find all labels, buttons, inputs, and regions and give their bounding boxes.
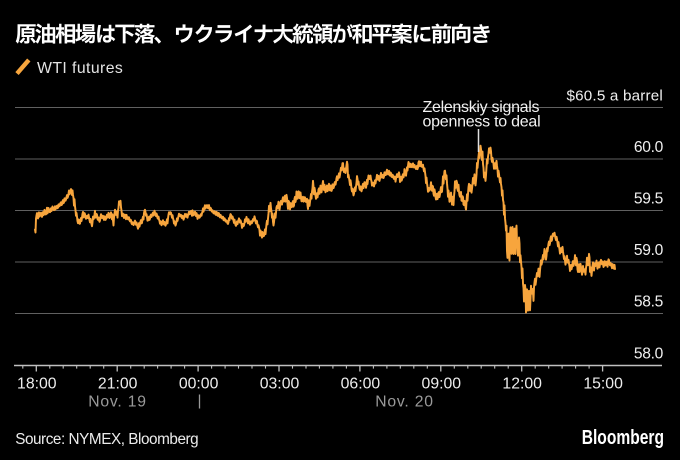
svg-text:03:00: 03:00	[260, 376, 300, 393]
svg-text:59.0: 59.0	[634, 242, 664, 259]
svg-text:60.0: 60.0	[634, 139, 664, 156]
svg-text:18:00: 18:00	[17, 376, 57, 393]
svg-text:WTI futures: WTI futures	[37, 60, 123, 77]
svg-text:58.0: 58.0	[634, 346, 664, 363]
svg-text:Nov. 19: Nov. 19	[88, 394, 147, 411]
svg-text:Bloomberg: Bloomberg	[582, 426, 664, 448]
svg-text:12:00: 12:00	[502, 376, 542, 393]
svg-text:09:00: 09:00	[422, 376, 462, 393]
svg-text:$60.5 a barrel: $60.5 a barrel	[566, 88, 663, 105]
svg-text:Source: NYMEX, Bloomberg: Source: NYMEX, Bloomberg	[15, 431, 198, 448]
svg-text:Zelenskiy signals: Zelenskiy signals	[423, 99, 540, 116]
svg-text:06:00: 06:00	[341, 376, 381, 393]
svg-text:15:00: 15:00	[583, 376, 623, 393]
svg-text:openness to deal: openness to deal	[423, 114, 541, 131]
svg-text:Nov. 20: Nov. 20	[375, 394, 434, 411]
svg-text:59.5: 59.5	[634, 191, 664, 208]
svg-text:21:00: 21:00	[98, 376, 138, 393]
svg-text:00:00: 00:00	[179, 376, 219, 393]
svg-text:58.5: 58.5	[634, 294, 664, 311]
